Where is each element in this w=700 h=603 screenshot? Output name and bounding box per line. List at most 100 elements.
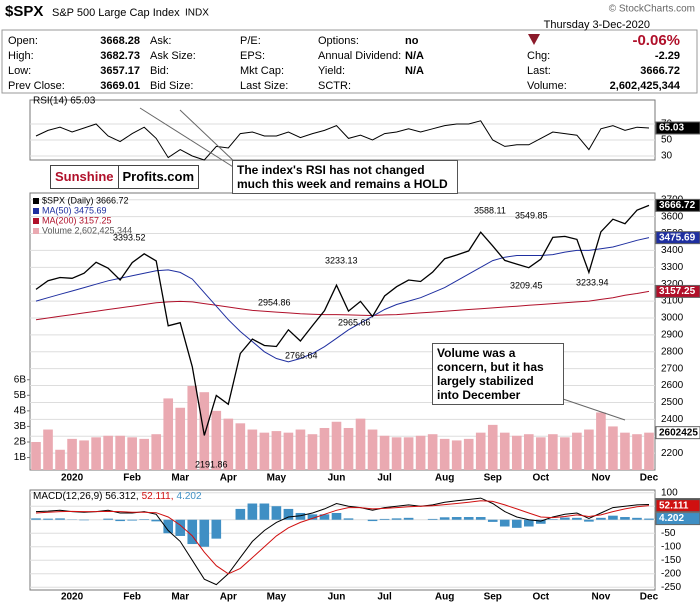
y2-tick-label: 6B	[14, 374, 27, 385]
y-tick-label: 2900	[661, 330, 684, 341]
bar	[127, 519, 137, 521]
annotation: 3549.85	[515, 210, 548, 220]
bar	[283, 508, 294, 520]
last-value-label: 52.111	[659, 500, 689, 511]
field-label: Annual Dividend:	[318, 50, 401, 62]
legend-entry: MA(50) 3475.69	[42, 205, 107, 215]
bar	[127, 437, 137, 470]
bar	[463, 438, 474, 470]
bar	[187, 385, 198, 470]
y-tick-label: -100	[661, 541, 681, 552]
bar	[307, 434, 318, 470]
field-value: N/A	[405, 50, 424, 62]
y-tick-label: 2700	[661, 363, 684, 374]
bar	[55, 449, 65, 470]
bar	[632, 434, 642, 470]
field-value: N/A	[405, 65, 424, 77]
legend-part: MACD(12,26,9) 56.312,	[33, 491, 139, 502]
field-label: Yield:	[318, 65, 345, 77]
bar	[487, 519, 498, 522]
field-value: 3669.01	[100, 80, 140, 92]
x-tick-label: Oct	[532, 473, 549, 484]
bar	[391, 437, 402, 470]
field-label: Chg:	[527, 50, 550, 62]
field-value: 3666.72	[640, 65, 680, 77]
bar	[283, 432, 294, 470]
x-tick-label: Mar	[171, 473, 189, 484]
bar	[31, 518, 41, 520]
x-tick-label: Feb	[123, 473, 141, 484]
bar	[295, 429, 306, 470]
field-label: Ask Size:	[150, 50, 196, 62]
bar	[463, 517, 474, 520]
legend-part: 52.111,	[142, 491, 174, 502]
line	[35, 204, 650, 436]
bar	[548, 434, 558, 470]
y-tick-label: 2500	[661, 397, 684, 408]
bar	[67, 438, 77, 470]
last-value-label: 3157.25	[659, 286, 696, 297]
bar	[331, 512, 342, 520]
x-tick-label: Jun	[328, 473, 346, 484]
bar	[79, 519, 89, 521]
header-box	[1, 29, 698, 94]
x-tick-label: Jun	[328, 592, 346, 603]
bar	[439, 438, 450, 470]
field-label: High:	[8, 50, 34, 62]
bar	[235, 508, 246, 520]
logo-right: Profits.com	[122, 169, 195, 184]
y-tick-label: 2400	[661, 414, 684, 425]
field-label: EPS:	[240, 50, 265, 62]
change-pct: -0.06%	[632, 32, 680, 49]
bar	[536, 437, 546, 470]
bar	[163, 519, 174, 534]
bar	[103, 518, 113, 520]
field-label: Low:	[8, 65, 31, 77]
field-label: Last:	[527, 65, 551, 77]
y-tick-label: -200	[661, 568, 681, 579]
bar	[427, 434, 438, 470]
last-value-label: 3475.69	[659, 232, 696, 243]
rsi-note: The index's RSI has not changed much thi…	[232, 160, 458, 194]
y2-tick-label: 5B	[14, 390, 27, 401]
bar	[584, 519, 594, 522]
y-tick-label: -250	[661, 582, 681, 593]
bar	[536, 519, 546, 524]
bar	[43, 429, 53, 470]
field-value: 3668.28	[100, 35, 140, 47]
date: Thursday 3-Dec-2020	[544, 19, 650, 31]
x-tick-label: Apr	[220, 592, 237, 603]
last-value-box	[655, 121, 700, 135]
field-label: Ask:	[150, 35, 171, 47]
exchange: INDX	[185, 8, 209, 19]
annotation: 3233.94	[576, 277, 609, 287]
annotation: 2766.64	[285, 350, 318, 360]
logo-left: Sunshine	[51, 166, 119, 188]
bar	[355, 418, 366, 470]
x-tick-label: Nov	[591, 473, 610, 484]
legend-swatch	[33, 208, 39, 214]
bar	[139, 519, 149, 520]
bar	[620, 517, 630, 520]
bar	[487, 424, 498, 470]
annotation: 3209.45	[510, 280, 543, 290]
bar	[307, 514, 318, 520]
bar	[451, 440, 462, 470]
legend-swatch	[33, 218, 39, 224]
field-value: -2.29	[655, 50, 680, 62]
bar	[608, 426, 618, 470]
field-label: Last Size:	[240, 80, 288, 92]
bar	[43, 518, 53, 520]
bar	[175, 519, 186, 536]
legend-entry: $SPX (Daily) 3666.72	[42, 195, 129, 205]
line	[35, 290, 650, 321]
bar	[343, 518, 354, 520]
bar	[560, 517, 570, 520]
y-tick-label: 2600	[661, 380, 684, 391]
y-tick-label: 3400	[661, 245, 684, 256]
x-tick-label: Apr	[220, 473, 237, 484]
bar	[499, 432, 510, 470]
last-value-box	[655, 284, 700, 298]
